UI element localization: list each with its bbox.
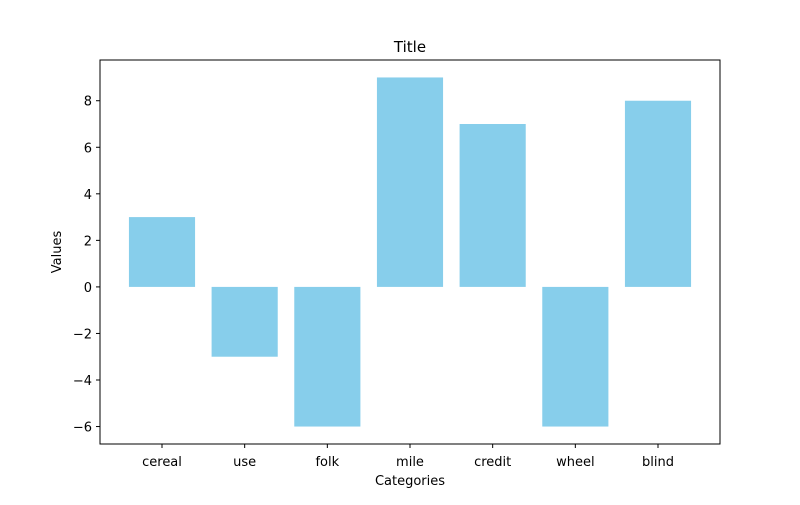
bars-group <box>128 77 692 427</box>
bar-cereal <box>128 217 196 287</box>
bar-folk <box>294 286 361 427</box>
y-tick-label: −6 <box>73 421 92 436</box>
bar-wheel <box>542 286 609 427</box>
y-tick-label: −2 <box>73 327 92 342</box>
x-tick-label: wheel <box>556 455 594 470</box>
bar-blind <box>624 100 692 287</box>
x-tick-label: use <box>233 455 256 470</box>
y-tick-label: −4 <box>73 374 92 389</box>
chart-title: Title <box>393 38 426 56</box>
x-axis: cereal use folk mile credit wheel blind <box>142 444 674 470</box>
bar-use <box>211 286 278 357</box>
x-tick-label: folk <box>315 455 339 470</box>
x-axis-label: Categories <box>375 474 445 489</box>
y-tick-label: 6 <box>84 141 92 156</box>
y-tick-label: 0 <box>84 281 92 296</box>
bar-credit <box>459 124 526 287</box>
x-tick-label: credit <box>474 455 511 470</box>
y-axis: −6 −4 −2 0 2 4 6 8 <box>73 95 100 436</box>
x-tick-label: mile <box>396 455 424 470</box>
y-axis-label: Values <box>50 231 65 274</box>
y-tick-label: 8 <box>84 95 92 110</box>
bar-mile <box>376 77 444 287</box>
x-tick-label: cereal <box>142 455 182 470</box>
y-tick-label: 4 <box>84 188 92 203</box>
x-tick-label: blind <box>642 455 674 470</box>
y-tick-label: 2 <box>84 234 92 249</box>
